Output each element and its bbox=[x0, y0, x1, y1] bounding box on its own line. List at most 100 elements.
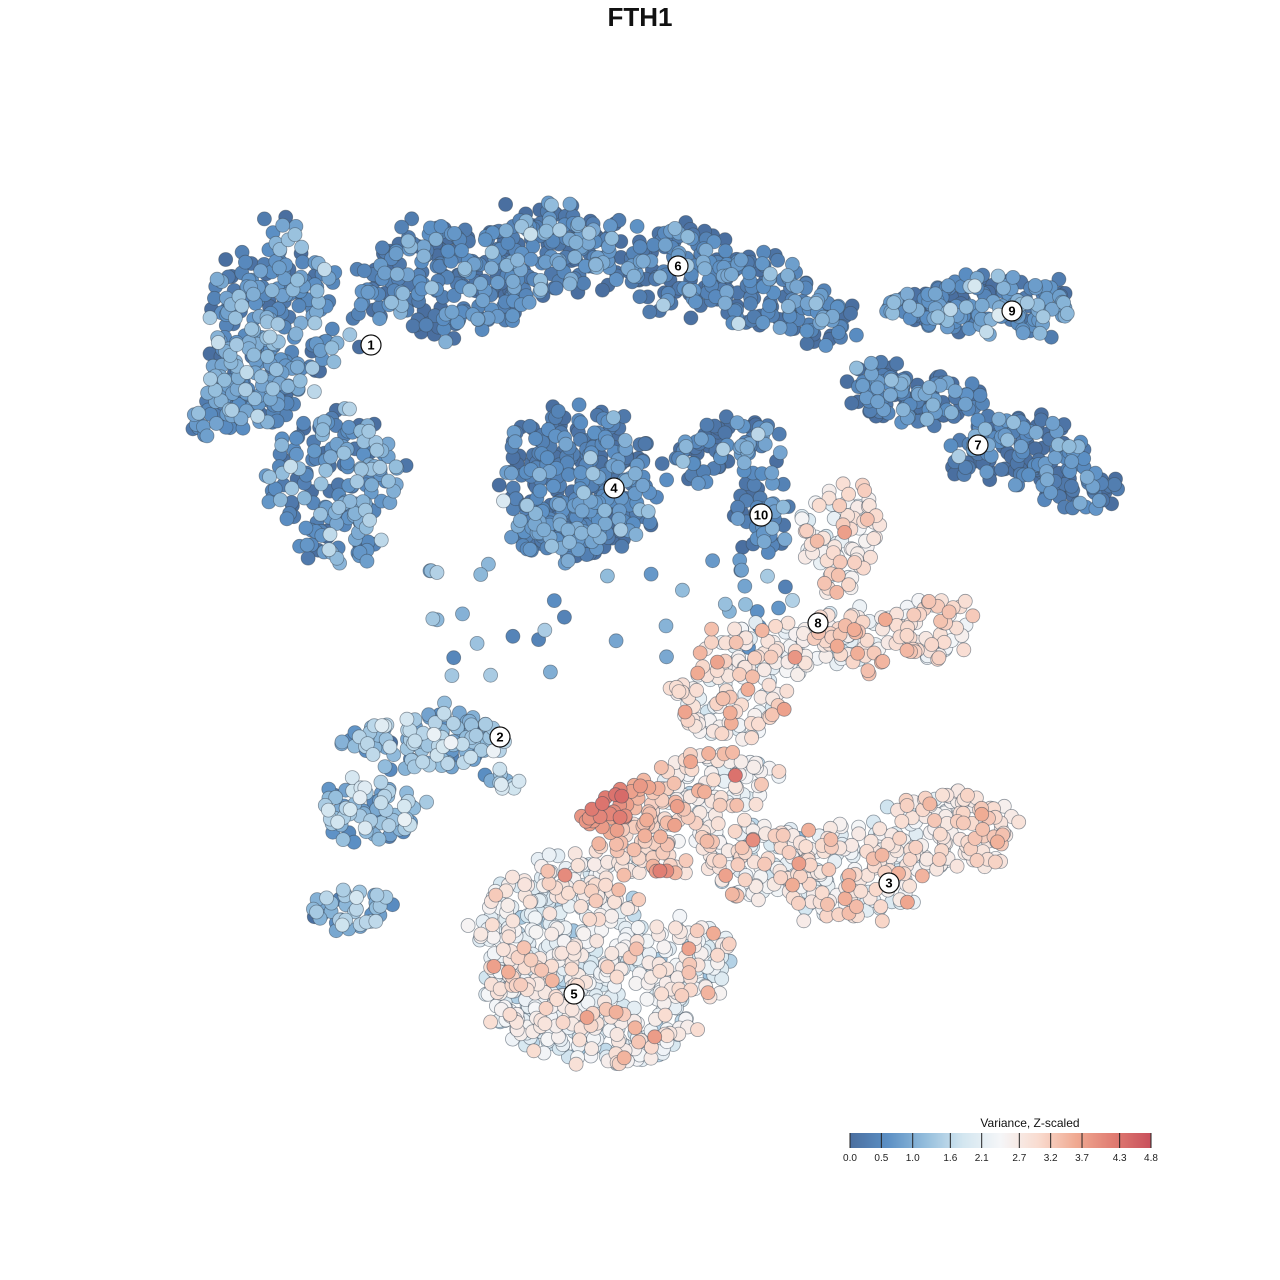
colorbar-title: Variance, Z-scaled bbox=[980, 1116, 1079, 1130]
data-point bbox=[500, 235, 516, 251]
colorbar-tick-label: 1.6 bbox=[943, 1153, 957, 1164]
data-point bbox=[841, 878, 856, 893]
data-point bbox=[1064, 478, 1079, 494]
data-point bbox=[683, 754, 698, 770]
data-point bbox=[627, 1020, 643, 1036]
data-point bbox=[315, 422, 331, 438]
data-point bbox=[396, 798, 412, 814]
data-point bbox=[722, 705, 738, 721]
data-point bbox=[491, 477, 507, 493]
data-point bbox=[600, 434, 615, 450]
data-point bbox=[382, 739, 398, 755]
data-point bbox=[313, 476, 329, 492]
data-point bbox=[298, 520, 314, 536]
data-point bbox=[994, 462, 1009, 478]
data-point bbox=[372, 459, 388, 475]
data-point bbox=[637, 828, 653, 844]
data-point bbox=[495, 942, 511, 957]
data-point bbox=[381, 818, 397, 833]
data-point bbox=[522, 418, 538, 434]
data-point bbox=[546, 593, 562, 608]
data-point bbox=[591, 836, 607, 852]
data-point bbox=[870, 394, 885, 410]
data-point bbox=[275, 217, 291, 233]
data-point bbox=[873, 899, 889, 914]
data-point bbox=[874, 913, 890, 929]
data-point bbox=[573, 899, 589, 914]
data-point bbox=[331, 499, 347, 515]
data-point bbox=[369, 442, 385, 458]
data-point bbox=[988, 854, 1003, 870]
data-point bbox=[537, 622, 553, 638]
data-point bbox=[757, 856, 772, 872]
data-point bbox=[326, 354, 342, 370]
data-point bbox=[272, 492, 288, 508]
data-point bbox=[710, 816, 726, 832]
data-point bbox=[447, 225, 462, 241]
colorbar-tick-label: 3.7 bbox=[1075, 1153, 1089, 1164]
data-point bbox=[483, 1014, 499, 1030]
data-point bbox=[883, 387, 898, 403]
data-point bbox=[294, 239, 310, 255]
data-point bbox=[780, 615, 796, 631]
data-point bbox=[754, 777, 769, 792]
cluster-label-3: 3 bbox=[878, 872, 900, 894]
data-point bbox=[724, 267, 739, 282]
data-point bbox=[899, 286, 915, 302]
data-point bbox=[438, 334, 454, 350]
data-point bbox=[699, 417, 715, 433]
data-point bbox=[729, 797, 745, 813]
data-point bbox=[699, 833, 715, 849]
data-point bbox=[604, 908, 619, 924]
data-point bbox=[771, 764, 787, 779]
cluster-label-4: 4 bbox=[603, 477, 625, 499]
data-point bbox=[292, 373, 308, 389]
cluster-label-text: 3 bbox=[885, 876, 892, 891]
data-point bbox=[309, 283, 325, 299]
data-point bbox=[801, 822, 816, 838]
data-point bbox=[647, 1029, 663, 1045]
data-point bbox=[319, 890, 335, 906]
data-point bbox=[270, 316, 286, 332]
data-point bbox=[925, 397, 941, 413]
data-point bbox=[436, 705, 452, 721]
data-point bbox=[512, 513, 528, 528]
data-point bbox=[503, 465, 519, 481]
data-point bbox=[780, 268, 795, 283]
data-point bbox=[372, 311, 388, 327]
data-point bbox=[895, 402, 911, 418]
data-point bbox=[956, 642, 972, 658]
data-point bbox=[426, 727, 442, 742]
data-point bbox=[649, 919, 665, 935]
data-point bbox=[692, 645, 708, 661]
data-point bbox=[488, 887, 504, 903]
cluster-label-text: 1 bbox=[367, 338, 374, 353]
data-point bbox=[384, 294, 399, 310]
data-point bbox=[289, 359, 305, 375]
data-point bbox=[754, 623, 770, 638]
cluster-label-9: 9 bbox=[1001, 300, 1023, 322]
data-point bbox=[571, 397, 587, 413]
data-point bbox=[889, 356, 905, 372]
data-point bbox=[279, 511, 295, 527]
data-point bbox=[990, 268, 1006, 284]
data-point bbox=[683, 310, 699, 326]
data-point bbox=[584, 1041, 599, 1056]
data-point bbox=[798, 839, 814, 854]
data-point bbox=[498, 196, 514, 212]
data-point bbox=[632, 239, 648, 255]
data-point bbox=[614, 539, 630, 554]
data-point bbox=[1019, 295, 1035, 311]
data-point bbox=[678, 853, 694, 868]
data-point bbox=[762, 266, 778, 282]
data-point bbox=[902, 298, 917, 314]
data-point bbox=[570, 858, 586, 873]
data-point bbox=[922, 796, 938, 812]
data-point bbox=[728, 635, 744, 650]
data-point bbox=[579, 1010, 595, 1025]
data-point bbox=[908, 840, 924, 855]
data-point bbox=[1032, 325, 1048, 341]
data-point bbox=[483, 667, 499, 683]
data-point bbox=[572, 1032, 587, 1048]
data-point bbox=[609, 822, 625, 838]
